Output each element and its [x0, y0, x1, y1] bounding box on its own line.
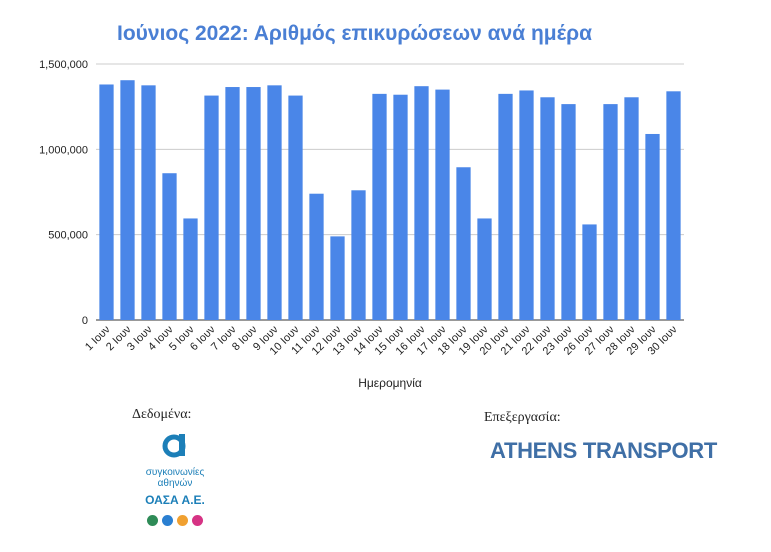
athens-transport-logo: ATHENS TRANSPORT — [490, 438, 718, 463]
oasa-alpha-icon — [162, 434, 186, 458]
data-source-label: Δεδομένα: — [132, 407, 192, 422]
bar — [99, 84, 114, 320]
bar — [477, 218, 492, 320]
bar — [309, 193, 324, 320]
bar — [288, 95, 303, 320]
tram-icon — [192, 515, 203, 526]
transport-mode-icons — [130, 515, 220, 526]
bar — [540, 97, 555, 320]
bar — [435, 89, 450, 320]
bar — [183, 218, 198, 320]
y-tick-label: 1,000,000 — [39, 144, 88, 156]
x-axis-label: Ημερομηνία — [358, 376, 422, 390]
oasa-logo: συγκοινωνίες αθηνών ΟΑΣΑ Α.Ε. — [130, 432, 220, 526]
processing-label: Επεξεργασία: — [484, 410, 561, 425]
bar — [645, 133, 660, 320]
bar — [372, 93, 387, 320]
y-tick-labels: 0 500,000 1,000,000 1,500,000 — [39, 59, 88, 327]
bar — [456, 167, 471, 320]
bar — [561, 104, 576, 321]
bar — [624, 97, 639, 320]
bar — [141, 85, 156, 320]
trolley-icon — [177, 515, 188, 526]
bar — [267, 85, 282, 320]
bars — [99, 80, 681, 321]
bar — [393, 94, 408, 320]
bar — [120, 80, 135, 320]
y-tick-label: 500,000 — [48, 230, 88, 242]
bar — [351, 190, 366, 320]
bar — [498, 93, 513, 320]
bar — [582, 224, 597, 320]
bar — [519, 90, 534, 320]
bus-icon — [147, 515, 158, 526]
bar — [162, 173, 177, 320]
y-tick-label: 1,500,000 — [39, 59, 88, 71]
oasa-line-2: αθηνών — [157, 478, 193, 489]
bar — [414, 86, 429, 320]
bar — [666, 91, 681, 320]
bar — [204, 95, 219, 320]
oasa-line-1: συγκοινωνίες — [145, 467, 205, 478]
bar — [246, 87, 261, 320]
chart-title: Ιούνιος 2022: Αριθμός επικυρώσεων ανά ημ… — [117, 22, 593, 45]
y-tick-label: 0 — [82, 315, 88, 327]
bar — [603, 104, 618, 321]
metro-icon — [162, 515, 173, 526]
oasa-name: ΟΑΣΑ Α.Ε. — [145, 493, 205, 507]
bar — [225, 87, 240, 320]
bar — [330, 236, 345, 320]
